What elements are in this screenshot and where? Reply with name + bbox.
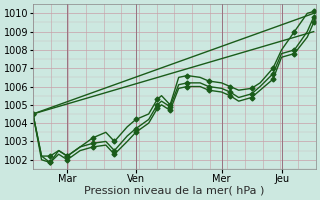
X-axis label: Pression niveau de la mer( hPa ): Pression niveau de la mer( hPa ) (84, 186, 265, 196)
